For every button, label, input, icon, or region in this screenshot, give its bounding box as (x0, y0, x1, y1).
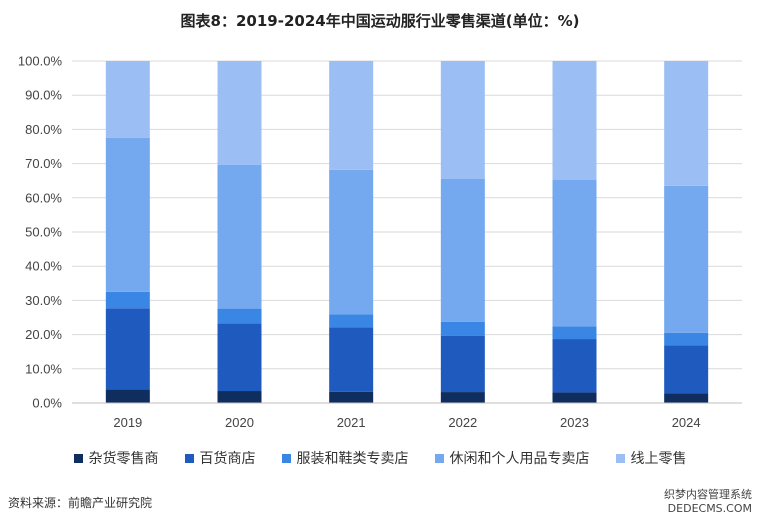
bar-segment (440, 335, 485, 393)
legend-label: 休闲和个人用品专卖店 (449, 451, 590, 467)
bar-segment (440, 178, 485, 322)
axes: 0.0% 10.0% 20.0% 30.0% 40.0% 50.0% 60.0% 70.0% 8… (18, 54, 742, 430)
y-tick-label: 100.0% (18, 54, 63, 69)
bar-segment (552, 339, 597, 393)
bar-segment (105, 61, 150, 138)
y-tick-label: 70.0% (25, 156, 62, 171)
bar-segment (105, 308, 150, 390)
bar-segment (664, 393, 709, 403)
legend-swatch (434, 453, 444, 463)
watermark-line2: DEDECMS.COM (667, 502, 752, 515)
bar-segment (329, 391, 374, 403)
legend-item: 服装和鞋类专卖店 (281, 448, 409, 468)
bar-segment (664, 332, 709, 346)
bar-segment (105, 291, 150, 309)
stacked-bar-chart: 0.0% 10.0% 20.0% 30.0% 40.0% 50.0% 60.0% 70.0% 8… (18, 54, 742, 430)
x-tick-label: 2022 (448, 415, 477, 430)
bar-segment (664, 61, 709, 186)
x-tick-label: 2020 (225, 415, 254, 430)
gridlines (72, 60, 742, 370)
legend-item: 休闲和个人用品专卖店 (434, 448, 590, 468)
bar-segment (329, 61, 374, 170)
watermark: 织梦内容管理系统 DEDECMS.COM (664, 488, 752, 516)
legend-label: 百货商店 (199, 451, 256, 467)
x-tick-label: 2023 (560, 415, 589, 430)
bar-segment (105, 389, 150, 403)
legend-item: 线上零售 (615, 448, 687, 468)
legend-label: 线上零售 (630, 451, 687, 467)
y-tick-label: 50.0% (25, 225, 62, 240)
x-tick-label: 2019 (113, 415, 142, 430)
bar-segment (329, 169, 374, 315)
bar-segment (105, 137, 150, 292)
legend-item: 杂货零售商 (73, 448, 159, 468)
y-tick-label: 60.0% (25, 190, 62, 205)
y-tick-label: 40.0% (25, 259, 62, 274)
watermark-line1: 织梦内容管理系统 (664, 488, 752, 501)
bar-segment (217, 61, 262, 165)
x-tick-label: 2021 (337, 415, 366, 430)
bar-segment (664, 185, 709, 333)
bar-segment (664, 345, 709, 394)
bar-segment (552, 392, 597, 403)
bar-segment (217, 323, 262, 392)
bar-segment (329, 314, 374, 328)
bar-segment (552, 326, 597, 340)
bar-segment (329, 327, 374, 392)
bar-segment (552, 61, 597, 181)
legend: 杂货零售商 百货商店 服装和鞋类专卖店 休闲和个人用品专卖店 线上零售 (0, 448, 760, 468)
y-tick-label: 30.0% (25, 293, 62, 308)
bar-segment (440, 61, 485, 179)
y-tick-label: 20.0% (25, 327, 62, 342)
legend-swatch (73, 453, 83, 463)
bars (105, 61, 709, 403)
y-tick-label: 10.0% (25, 361, 62, 376)
bar-segment (217, 308, 262, 324)
chart-title: 图表8：2019-2024年中国运动服行业零售渠道(单位：%) (180, 12, 580, 30)
legend-swatch (615, 453, 625, 463)
bar-segment (440, 392, 485, 403)
legend-label: 杂货零售商 (88, 451, 159, 467)
legend-swatch (184, 453, 194, 463)
bar-segment (217, 391, 262, 403)
bar-segment (552, 180, 597, 327)
legend-label: 服装和鞋类专卖店 (296, 451, 409, 467)
y-tick-label: 0.0% (32, 396, 62, 411)
source-note: 资料来源：前瞻产业研究院 (8, 496, 153, 510)
bar-segment (217, 164, 262, 309)
bar-segment (440, 321, 485, 336)
x-tick-label: 2024 (672, 415, 701, 430)
legend-item: 百货商店 (184, 448, 256, 468)
legend-swatch (281, 453, 291, 463)
y-tick-label: 80.0% (25, 122, 62, 137)
y-tick-label: 90.0% (25, 88, 62, 103)
